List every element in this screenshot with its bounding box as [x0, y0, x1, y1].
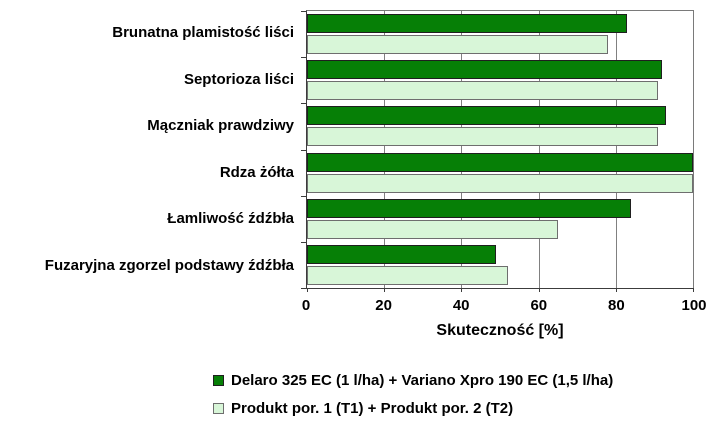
- x-axis-tick-20: [384, 288, 386, 292]
- category-label-6: Fuzaryjna zgorzel podstawy źdźbła: [44, 256, 294, 274]
- category-label-3: Mączniak prawdziwy: [147, 117, 294, 135]
- plot-area: [301, 10, 694, 292]
- x-axis-tick-0: [307, 288, 308, 292]
- y-axis-tick: [301, 149, 306, 151]
- gridline-40: [461, 11, 463, 288]
- y-axis-tick: [301, 241, 306, 243]
- bar-series2-category4: [307, 173, 693, 193]
- bar-series2-category5: [307, 219, 558, 239]
- x-axis-tick-80: [615, 288, 617, 292]
- bar-series1-category6: [307, 244, 497, 264]
- category-label-1: Brunatna plamistość liści: [112, 24, 294, 42]
- y-axis-tick: [301, 57, 306, 59]
- legend: Delaro 325 EC (1 l/ha) + Variano Xpro 19…: [213, 372, 613, 428]
- x-axis-title: Skuteczność [%]: [436, 322, 564, 339]
- series1-swatch-icon: [213, 375, 224, 386]
- y-axis-tick: [301, 11, 306, 12]
- x-tick-label-0: 0: [301, 297, 311, 314]
- bar-series1-category1: [307, 14, 628, 33]
- bar-series2-category2: [307, 81, 659, 101]
- y-axis-tick: [301, 288, 306, 289]
- category-label-4: Rdza żółta: [219, 163, 294, 181]
- bar-series1-category2: [307, 60, 663, 80]
- gridline-60: [538, 11, 540, 288]
- series2-label: Produkt por. 1 (T1) + Produkt por. 2 (T2…: [231, 400, 514, 417]
- gridline-80: [615, 11, 617, 288]
- x-tick-label-80: 80: [608, 297, 625, 314]
- category-label-2: Septorioza liści: [183, 70, 294, 88]
- bar-series1-category3: [307, 106, 666, 126]
- legend-item-series1: Delaro 325 EC (1 l/ha) + Variano Xpro 19…: [213, 372, 613, 389]
- series2-swatch-icon: [213, 403, 224, 414]
- x-axis-tick-100: [693, 288, 694, 292]
- x-axis-tick-40: [461, 288, 463, 292]
- x-axis-tick-labels: 0 20 40 60 80 100: [302, 297, 707, 315]
- x-tick-label-20: 20: [375, 297, 392, 314]
- series1-label: Delaro 325 EC (1 l/ha) + Variano Xpro 19…: [231, 372, 614, 389]
- bar-series2-category6: [307, 265, 508, 285]
- bar-series2-category1: [307, 35, 609, 54]
- x-axis-tick-60: [538, 288, 540, 292]
- x-tick-label-100: 100: [681, 297, 707, 314]
- legend-item-series2: Produkt por. 1 (T1) + Produkt por. 2 (T2…: [213, 400, 613, 417]
- category-label-5: Łamliwość źdźbła: [167, 210, 294, 228]
- x-tick-label-60: 60: [530, 297, 548, 314]
- y-axis-tick: [301, 195, 306, 197]
- gridline-20: [384, 11, 386, 288]
- bar-series1-category5: [307, 198, 632, 218]
- bar-series2-category3: [307, 127, 659, 147]
- x-tick-label-40: 40: [452, 297, 470, 314]
- bar-series1-category4: [307, 152, 693, 172]
- y-axis-tick: [301, 103, 306, 105]
